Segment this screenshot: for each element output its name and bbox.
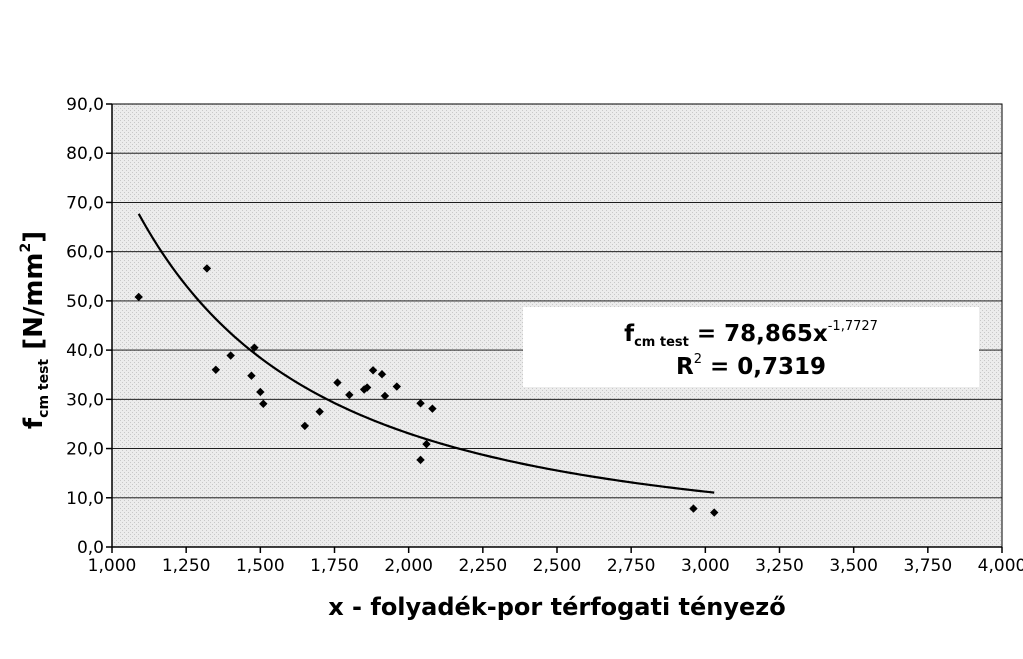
r2-lhs: R: [676, 354, 694, 380]
y-tick-label: 10,0: [66, 489, 104, 509]
y-tick-label: 80,0: [66, 144, 104, 164]
y-tick-label: 40,0: [66, 341, 104, 361]
x-tick-label: 2,750: [607, 556, 656, 576]
data-point: [362, 383, 372, 392]
y-axis-ticks: 0,0 10,0 20,0 30,0 40,0 50,0 60,0 70,0 80,0 90,0: [66, 95, 112, 558]
y-tick-label: 70,0: [66, 193, 104, 213]
x-tick-label: 2,500: [533, 556, 582, 576]
r2-lhs-sup: 2: [694, 352, 702, 367]
data-point: [377, 370, 387, 379]
ylabel-unit-close: ]: [19, 231, 49, 243]
data-point: [202, 264, 212, 273]
x-tick-label: 1,500: [236, 556, 285, 576]
data-point: [368, 366, 378, 375]
data-point: [422, 439, 431, 449]
x-tick-label: 1,750: [310, 556, 359, 576]
ylabel-unit-open: [N/mm: [19, 252, 49, 358]
x-tick-label: 3,000: [681, 556, 730, 576]
x-tick-label: 3,750: [903, 556, 952, 576]
eq-rhs-sup: -1,7727: [828, 319, 878, 334]
y-tick-label: 0,0: [77, 538, 104, 558]
x-tick-label: 2,000: [384, 556, 433, 576]
y-tick-label: 30,0: [66, 390, 104, 410]
data-point: [710, 508, 719, 517]
eq-rhs: = 78,865x: [689, 321, 828, 347]
x-tick-label: 1,250: [162, 556, 211, 576]
data-point: [300, 421, 310, 431]
y-tick-label: 20,0: [66, 440, 104, 460]
data-point: [250, 343, 259, 352]
power-trendline: [137, 213, 715, 494]
data-point: [689, 504, 698, 513]
data-point: [392, 382, 401, 391]
x-axis-ticks: 1,000 1,250 1,500 1,750 2,000 2,250 2,500 2,750…: [88, 547, 1023, 576]
x-axis-title: x - folyadék-por térfogati tényező: [328, 593, 786, 621]
data-point: [345, 390, 354, 400]
y-axis-title: fcm test [N/mm2]: [18, 231, 52, 429]
x-tick-label: 3,250: [755, 556, 804, 576]
data-points: [134, 264, 719, 517]
gridlines: [112, 103, 1002, 499]
x-tick-label: 3,500: [829, 556, 878, 576]
data-point: [428, 404, 437, 413]
ylabel-main: f: [19, 417, 49, 429]
data-point: [416, 455, 425, 465]
data-point: [333, 378, 342, 387]
data-point: [134, 292, 143, 302]
data-point: [211, 365, 221, 374]
r-squared: R2 = 0,7319: [676, 352, 826, 380]
data-point: [259, 399, 268, 408]
y-tick-label: 50,0: [66, 292, 104, 312]
data-point: [256, 387, 265, 397]
x-tick-label: 1,000: [88, 556, 137, 576]
ylabel-unit-sup: 2: [18, 243, 34, 253]
x-tick-label: 4,000: [978, 556, 1023, 576]
y-tick-label: 90,0: [66, 95, 104, 115]
eq-lhs: f: [624, 321, 635, 347]
y-tick-label: 60,0: [66, 243, 104, 263]
ylabel-sub: cm test: [36, 359, 52, 418]
trendline-equation: fcm test = 78,865x-1,7727: [624, 319, 878, 350]
data-point: [247, 371, 256, 380]
data-point: [226, 351, 235, 360]
x-tick-label: 2,250: [458, 556, 507, 576]
r2-rhs: = 0,7319: [702, 354, 826, 380]
eq-lhs-sub: cm test: [634, 335, 689, 350]
data-point: [380, 391, 390, 401]
equation-box: [523, 307, 979, 387]
data-point: [315, 407, 324, 416]
data-point: [416, 399, 425, 408]
